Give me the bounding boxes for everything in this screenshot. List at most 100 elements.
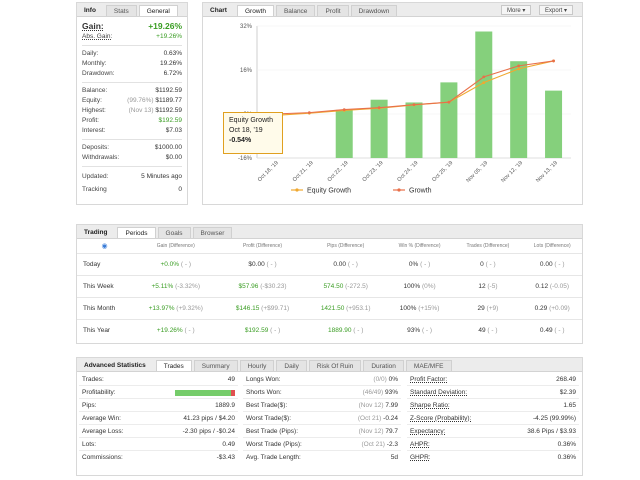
- updated-value: 5 Minutes ago: [141, 173, 182, 180]
- advanced-col-2: Longs Won: (0/0) 0% Shorts Won: (46/49) 93…: [243, 373, 401, 464]
- tab-risk-of-ruin[interactable]: Risk Of Ruin: [308, 360, 362, 371]
- stat-label: Worst Trade($):: [246, 415, 292, 422]
- cell-trades-diff: (-5): [487, 282, 498, 290]
- stat-value: -$3.43: [216, 454, 235, 461]
- stat-row: GHPR: 0.36%: [407, 451, 579, 464]
- chart-panel: Chart Growth Balance Profit Drawdown Mor…: [202, 2, 583, 205]
- stat-label: Best Trade($):: [246, 402, 288, 409]
- highest-value: $1192.59: [155, 107, 182, 114]
- cell-trades-diff: (+9): [486, 304, 499, 312]
- cell-win-diff: ( - ): [420, 260, 431, 268]
- stat-value: 79.7: [385, 428, 398, 435]
- balance-value: $1192.59: [155, 87, 182, 94]
- monthly-label: Monthly:: [82, 60, 107, 67]
- header-gain: Gain (Difference): [132, 239, 220, 254]
- stat-value: -2.30 pips / -$0.24: [182, 428, 235, 435]
- stat-note: (Nov 12): [358, 428, 384, 435]
- equity-note: (99.76%): [127, 97, 154, 104]
- growth-point: [412, 103, 416, 107]
- export-button[interactable]: Export ▾: [539, 5, 574, 15]
- stat-label: Sharpe Ratio:: [410, 402, 450, 409]
- stat-row: Best Trade (Pips): (Nov 12) 79.7: [243, 425, 401, 438]
- drawdown-label: Drawdown:: [82, 70, 115, 77]
- stat-label: Avg. Trade Length:: [246, 454, 301, 461]
- tab-hourly[interactable]: Hourly: [239, 360, 275, 371]
- info-title: Info: [84, 7, 96, 14]
- chart-tooltip: Equity Growth Oct 18, '19 -0.54%: [223, 112, 283, 154]
- cell-gain-diff: (-3.32%): [175, 282, 200, 290]
- stat-row: Best Trade($): (Nov 12) 7.99: [243, 399, 401, 412]
- more-button[interactable]: More ▾: [501, 5, 532, 15]
- cell-profit: $146.15: [235, 304, 260, 312]
- cell-win: 100%: [399, 304, 417, 312]
- x-tick-label: Oct 24, '19: [396, 160, 419, 183]
- x-tick-label: Nov 13, '19: [535, 160, 559, 184]
- stat-row: Standard Deviation: $2.39: [407, 386, 579, 399]
- stat-value: 7.99: [385, 402, 398, 409]
- y-tick-label: 32%: [240, 24, 253, 30]
- stat-value: 0%: [388, 376, 398, 383]
- growth-bar: [405, 102, 423, 158]
- cell-pips: 0.00: [333, 260, 347, 268]
- deposits-value: $1000.00: [154, 144, 182, 151]
- cell-pips-diff: ( - ): [347, 260, 358, 268]
- cell-lots: 0.49: [539, 326, 553, 334]
- tab-trades[interactable]: Trades: [155, 360, 192, 371]
- stat-value: 5d: [390, 454, 398, 461]
- cell-lots-diff: ( - ): [554, 260, 565, 268]
- tab-periods[interactable]: Periods: [117, 227, 156, 238]
- cell-lots: 0.00: [539, 260, 553, 268]
- advanced-col-3: Profit Factor: 268.49 Standard Deviation:…: [407, 373, 579, 464]
- growth-bar: [475, 31, 493, 158]
- stat-value: $2.39: [559, 389, 576, 396]
- stat-row: Z-Score (Probability): -4.25 (99.99%): [407, 412, 579, 425]
- monthly-value: 19.26%: [159, 60, 182, 67]
- chart-tabbar: Chart Growth Balance Profit Drawdown: [203, 3, 582, 17]
- growth-bar: [545, 90, 563, 158]
- deposits-label: Deposits:: [82, 144, 110, 151]
- stat-label: Lots:: [82, 441, 97, 448]
- stat-row: Avg. Trade Length: 5d: [243, 451, 401, 464]
- cell-win-diff: (0%): [421, 282, 436, 290]
- header-trades: Trades (Difference): [453, 239, 523, 254]
- cell-gain: +19.26%: [156, 326, 183, 334]
- stat-row: Longs Won: (0/0) 0%: [243, 373, 401, 386]
- stat-row: Commissions: -$3.43: [79, 451, 238, 464]
- tab-browser[interactable]: Browser: [192, 227, 233, 238]
- stat-label: Average Loss:: [82, 428, 124, 435]
- advanced-col-1: Trades: 49 Profitability: Pips: 1889.9 Ave…: [79, 373, 238, 464]
- withdrawals-value: $0.00: [165, 154, 182, 161]
- header-win: Win % (Difference): [385, 239, 454, 254]
- cell-pips-diff: (-272.5): [345, 282, 368, 290]
- tab-stats[interactable]: Stats: [105, 5, 137, 16]
- tab-general[interactable]: General: [138, 5, 178, 16]
- tab-daily[interactable]: Daily: [276, 360, 307, 371]
- gain-label: Gain:: [82, 21, 104, 31]
- abs-gain-value: +19.26%: [156, 33, 182, 40]
- profitability-bar-fill: [175, 389, 231, 396]
- stat-label: GHPR:: [410, 454, 431, 461]
- tab-mae-mfe[interactable]: MAE/MFE: [405, 360, 452, 371]
- equity-growth-point: [517, 67, 521, 71]
- tab-balance[interactable]: Balance: [275, 5, 316, 16]
- stat-value: 38.6 Pips / $3.93: [527, 428, 576, 435]
- profit-label: Profit:: [82, 117, 99, 124]
- growth-point: [482, 75, 486, 79]
- x-tick-label: Nov 12, '19: [500, 160, 524, 184]
- tab-summary[interactable]: Summary: [193, 360, 238, 371]
- tab-duration[interactable]: Duration: [363, 360, 404, 371]
- legend-equity-marker: [295, 188, 299, 192]
- settings-icon[interactable]: ◉: [101, 242, 108, 250]
- stat-row: Pips: 1889.9: [79, 399, 238, 412]
- tab-profit[interactable]: Profit: [317, 5, 349, 16]
- tab-goals[interactable]: Goals: [157, 227, 191, 238]
- tab-growth[interactable]: Growth: [236, 5, 274, 16]
- cell-profit-diff: (+$99.71): [261, 304, 290, 312]
- stat-value: 268.49: [556, 376, 576, 383]
- y-tick-label: 16%: [240, 68, 253, 74]
- tab-drawdown[interactable]: Drawdown: [350, 5, 398, 16]
- cell-win: 93%: [407, 326, 421, 334]
- cell-pips: 1889.90: [327, 326, 352, 334]
- cell-trades: 49: [478, 326, 486, 334]
- growth-point: [377, 106, 381, 110]
